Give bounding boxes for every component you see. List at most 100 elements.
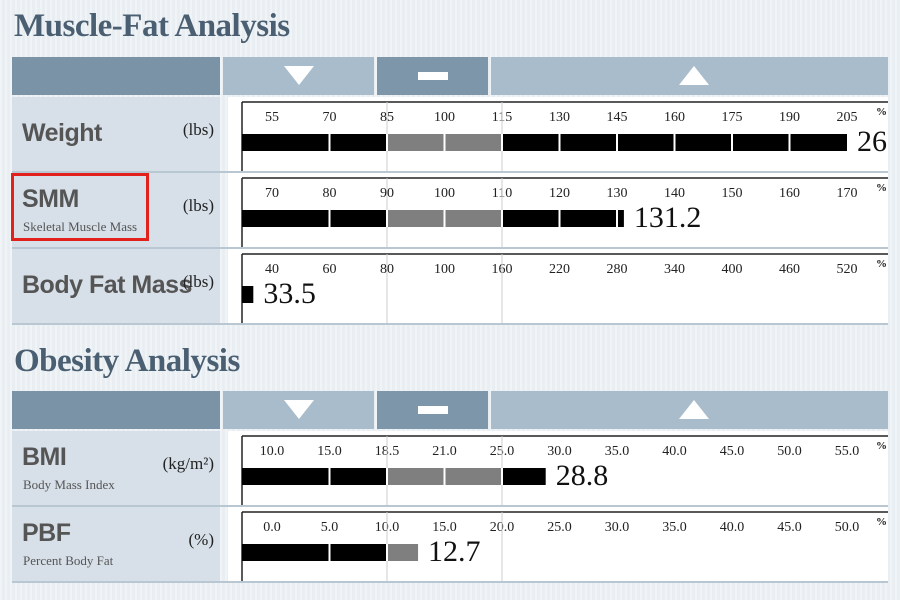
tick-label: 190 bbox=[779, 110, 800, 125]
metric-unit: (%) bbox=[188, 530, 214, 549]
tick-label: 160 bbox=[779, 186, 800, 201]
bar-separator bbox=[501, 468, 503, 485]
metric-label-cell: PBF Percent Body Fat (%) bbox=[12, 507, 220, 581]
metric-bar-chart: 70 80 90 100 110 120 130 140 150 160 170% 131.2 bbox=[228, 173, 888, 247]
tick-label: 140 bbox=[664, 186, 685, 201]
tick-label: 40.0 bbox=[662, 444, 687, 459]
bar-separator bbox=[558, 210, 561, 227]
metric-row-pbf: PBF Percent Body Fat (%) 0.0 5.0 10.0 15.0 2… bbox=[12, 507, 888, 583]
header-label-cell bbox=[12, 57, 220, 95]
tick-label: 460 bbox=[779, 262, 800, 277]
metric-label-cell: SMM Skeletal Muscle Mass (lbs) bbox=[11, 173, 220, 247]
row-divider bbox=[12, 171, 888, 173]
metric-row-body-fat-mass: Body Fat Mass (lbs) 40 60 80 100 160 220 280 34… bbox=[12, 249, 888, 325]
row-divider bbox=[12, 581, 888, 583]
metric-name: PBF bbox=[22, 519, 71, 547]
percent-mark: % bbox=[876, 516, 887, 528]
tick-label: 150 bbox=[722, 186, 743, 201]
metric-bar-chart: 10.0 15.0 18.5 21.0 25.0 30.0 35.0 40.0 45.0 50.0… bbox=[228, 431, 888, 505]
metric-unit: (lbs) bbox=[182, 272, 214, 291]
minus-icon bbox=[417, 406, 448, 414]
tick-label: 145 bbox=[607, 110, 628, 125]
triangle-down-icon bbox=[283, 400, 314, 419]
percent-mark: % bbox=[876, 258, 887, 270]
tick-label: 10.0 bbox=[260, 444, 285, 459]
bar-separator bbox=[386, 468, 388, 485]
bar-separator bbox=[731, 134, 733, 151]
highlight-box bbox=[11, 173, 149, 241]
bar-separator bbox=[328, 134, 331, 151]
bar-separator bbox=[501, 210, 503, 227]
bar-segment bbox=[502, 468, 546, 485]
header-under-range bbox=[223, 391, 374, 429]
metric-row-bmi: BMI Body Mass Index (kg/m²) 10.0 15.0 18.5… bbox=[12, 431, 888, 507]
metric-label-cell: BMI Body Mass Index (kg/m²) bbox=[12, 431, 220, 505]
metric-label-cell: Body Fat Mass (lbs) bbox=[12, 249, 220, 323]
muscle-fat-header bbox=[12, 57, 888, 95]
bar-separator bbox=[443, 210, 446, 227]
tick-label: 520 bbox=[837, 262, 858, 277]
bar-segment bbox=[242, 210, 387, 227]
bar-separator bbox=[616, 210, 618, 227]
tick-label: 160 bbox=[664, 110, 685, 125]
percent-mark: % bbox=[876, 440, 887, 452]
tick-label: 30.0 bbox=[547, 444, 572, 459]
percent-mark: % bbox=[876, 182, 887, 194]
bar-separator bbox=[386, 210, 388, 227]
tick-label: 50.0 bbox=[777, 444, 802, 459]
tick-label: 5.0 bbox=[321, 520, 339, 535]
metric-name: Weight bbox=[22, 119, 102, 147]
bar-segment bbox=[242, 468, 387, 485]
tick-label: 40.0 bbox=[720, 520, 745, 535]
bar-segment bbox=[242, 286, 254, 303]
metric-bar-chart: 40 60 80 100 160 220 280 340 400 460 520% 33.5 bbox=[228, 249, 888, 323]
bar-separator bbox=[788, 134, 791, 151]
metric-unit: (lbs) bbox=[182, 196, 214, 215]
metric-row-smm: SMM Skeletal Muscle Mass (lbs) 70 80 90 100… bbox=[11, 173, 888, 249]
tick-label: 0.0 bbox=[263, 520, 281, 535]
tick-label: 280 bbox=[607, 262, 628, 277]
tick-label: 35.0 bbox=[605, 444, 630, 459]
tick-label: 40 bbox=[265, 262, 279, 277]
bar-segment bbox=[242, 544, 387, 561]
tick-label: 30.0 bbox=[605, 520, 630, 535]
row-divider bbox=[12, 323, 888, 325]
tick-label: 45.0 bbox=[777, 520, 802, 535]
tick-label: 15.0 bbox=[432, 520, 457, 535]
tick-label: 130 bbox=[607, 186, 628, 201]
tick-label: 45.0 bbox=[720, 444, 745, 459]
row-divider bbox=[12, 247, 888, 249]
triangle-down-icon bbox=[283, 66, 314, 85]
tick-label: 55 bbox=[265, 110, 279, 125]
bar-segment bbox=[387, 544, 419, 561]
tick-label: 70 bbox=[323, 110, 337, 125]
tick-label: 60 bbox=[323, 262, 337, 277]
metric-name: SMM bbox=[22, 185, 79, 213]
obesity-title: Obesity Analysis bbox=[14, 343, 240, 379]
bar-segment bbox=[502, 210, 624, 227]
metric-unit: (lbs) bbox=[182, 120, 214, 139]
bar-separator bbox=[673, 134, 676, 151]
metric-label-cell: Weight (lbs) bbox=[12, 97, 220, 171]
metric-subtitle: Percent Body Fat bbox=[23, 553, 114, 568]
tick-label: 55.0 bbox=[835, 444, 860, 459]
tick-label: 100 bbox=[434, 262, 455, 277]
value-label: 33.5 bbox=[263, 277, 316, 310]
bar-separator bbox=[386, 544, 388, 561]
bar-separator bbox=[328, 468, 331, 485]
metric-subtitle: Body Mass Index bbox=[23, 477, 115, 492]
tick-label: 100 bbox=[434, 110, 455, 125]
header-under-range bbox=[223, 57, 374, 95]
value-label: 12.7 bbox=[428, 535, 481, 568]
tick-label: 21.0 bbox=[432, 444, 457, 459]
metric-name: Body Fat Mass bbox=[22, 271, 192, 299]
tick-label: 100 bbox=[434, 186, 455, 201]
value-label: 131.2 bbox=[634, 201, 702, 234]
metric-name: BMI bbox=[22, 443, 67, 471]
row-divider bbox=[12, 505, 888, 507]
value-label: 28.8 bbox=[556, 459, 609, 492]
value-label: 262.3 bbox=[857, 125, 888, 158]
tick-label: 80 bbox=[323, 186, 337, 201]
tick-label: 120 bbox=[549, 186, 570, 201]
